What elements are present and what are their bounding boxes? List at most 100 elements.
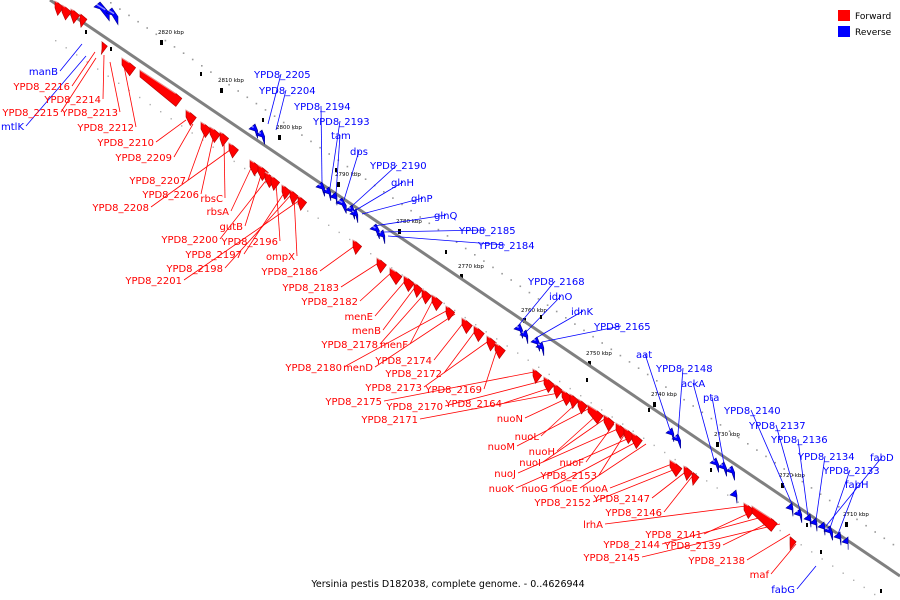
forward-gene-label-ypd8-2152[interactable]: YPD8_2152 — [533, 498, 591, 509]
forward-gene-label-rbsc[interactable]: rbsC — [200, 194, 223, 205]
forward-gene-feature[interactable] — [281, 184, 292, 201]
reverse-gene-label-mtlk[interactable]: mtlK — [1, 122, 24, 133]
forward-gene-label-ypd8-2207[interactable]: YPD8_2207 — [128, 176, 186, 187]
forward-gene-feature[interactable] — [577, 398, 588, 415]
reverse-gene-feature[interactable] — [322, 186, 332, 201]
reverse-gene-label-ypd8-2148[interactable]: YPD8_2148 — [655, 364, 713, 375]
reverse-gene-label-idnk[interactable]: idnK — [571, 307, 593, 318]
reverse-gene-label-ypd8-2185[interactable]: YPD8_2185 — [458, 226, 516, 237]
reverse-gene-feature[interactable] — [793, 508, 803, 523]
forward-gene-label-mene[interactable]: menE — [344, 312, 373, 323]
reverse-gene-feature[interactable] — [93, 1, 110, 22]
reverse-gene-label-ypd8-2193[interactable]: YPD8_2193 — [312, 117, 370, 128]
forward-gene-feature[interactable] — [473, 325, 485, 343]
forward-gene-label-ypd8-2169[interactable]: YPD8_2169 — [424, 385, 482, 396]
forward-gene-label-ypd8-2183[interactable]: YPD8_2183 — [281, 283, 339, 294]
forward-gene-feature[interactable] — [561, 389, 573, 407]
forward-gene-label-menb[interactable]: menB — [352, 326, 381, 337]
forward-gene-label-ypd8-2173[interactable]: YPD8_2173 — [364, 383, 422, 394]
reverse-gene-label-ypd8-2190[interactable]: YPD8_2190 — [369, 161, 427, 172]
reverse-gene-label-manb[interactable]: manB — [29, 67, 58, 78]
forward-gene-label-ypd8-2147[interactable]: YPD8_2147 — [592, 494, 650, 505]
forward-gene-label-nuom[interactable]: nuoM — [488, 442, 515, 453]
forward-gene-feature[interactable] — [743, 502, 755, 520]
reverse-gene-label-fabg[interactable]: fabG — [771, 585, 795, 596]
forward-gene-label-ypd8-2175[interactable]: YPD8_2175 — [324, 397, 382, 408]
reverse-gene-label-glnh[interactable]: glnH — [391, 178, 414, 189]
reverse-gene-feature[interactable] — [785, 502, 794, 517]
forward-gene-feature[interactable] — [54, 0, 65, 17]
reverse-gene-label-dps[interactable]: dps — [350, 147, 368, 158]
forward-gene-feature[interactable] — [209, 126, 221, 144]
reverse-gene-label-ypd8-2140[interactable]: YPD8_2140 — [723, 406, 781, 417]
reverse-gene-feature[interactable] — [841, 536, 849, 550]
forward-gene-label-ypd8-2213[interactable]: YPD8_2213 — [60, 108, 118, 119]
forward-gene-label-ypd8-2200[interactable]: YPD8_2200 — [160, 235, 218, 246]
forward-gene-feature[interactable] — [352, 239, 363, 256]
reverse-gene-label-ypd8-2134[interactable]: YPD8_2134 — [797, 452, 855, 463]
forward-gene-label-nuof[interactable]: nuoF — [559, 458, 584, 469]
forward-gene-label-ypd8-2186[interactable]: YPD8_2186 — [260, 267, 318, 278]
forward-gene-feature[interactable] — [421, 288, 432, 305]
forward-gene-feature[interactable] — [615, 422, 627, 440]
reverse-gene-label-ypd8-2194[interactable]: YPD8_2194 — [293, 102, 351, 113]
forward-gene-feature[interactable] — [228, 142, 239, 159]
forward-gene-label-gutb[interactable]: gutB — [220, 222, 244, 233]
reverse-gene-feature[interactable] — [335, 197, 347, 214]
reverse-gene-feature[interactable] — [717, 461, 727, 477]
forward-gene-label-ypd8-2144[interactable]: YPD8_2144 — [602, 540, 660, 551]
forward-gene-feature[interactable] — [587, 404, 604, 425]
forward-gene-feature[interactable] — [70, 8, 81, 25]
reverse-gene-feature[interactable] — [255, 129, 265, 145]
forward-gene-label-nuog[interactable]: nuoG — [521, 484, 548, 495]
forward-gene-label-ypd8-2153[interactable]: YPD8_2153 — [539, 471, 597, 482]
forward-gene-feature[interactable] — [751, 505, 778, 532]
reverse-gene-label-ypd8-2137[interactable]: YPD8_2137 — [748, 421, 806, 432]
forward-gene-feature[interactable] — [61, 4, 72, 21]
forward-gene-label-ypd8-2209[interactable]: YPD8_2209 — [114, 153, 172, 164]
forward-gene-label-ypd8-2174[interactable]: YPD8_2174 — [374, 356, 432, 367]
reverse-gene-feature[interactable] — [823, 525, 833, 541]
reverse-gene-label-ypd8-2136[interactable]: YPD8_2136 — [770, 435, 828, 446]
forward-gene-label-ypd8-2198[interactable]: YPD8_2198 — [165, 264, 223, 275]
forward-gene-feature[interactable] — [100, 40, 108, 56]
forward-gene-feature[interactable] — [669, 459, 683, 478]
reverse-gene-feature[interactable] — [665, 427, 675, 442]
reverse-gene-feature[interactable] — [349, 208, 359, 223]
forward-gene-label-ypd8-2172[interactable]: YPD8_2172 — [384, 369, 442, 380]
forward-gene-label-nuoi[interactable]: nuoI — [519, 458, 541, 469]
reverse-gene-feature[interactable] — [513, 323, 523, 339]
forward-gene-feature[interactable] — [461, 317, 473, 335]
forward-gene-label-ypd8-2206[interactable]: YPD8_2206 — [141, 190, 199, 201]
reverse-gene-label-pta[interactable]: pta — [703, 393, 719, 404]
forward-gene-label-ompx[interactable]: ompX — [266, 252, 295, 263]
forward-gene-feature[interactable] — [603, 414, 615, 432]
forward-gene-label-ypd8-2196[interactable]: YPD8_2196 — [220, 237, 278, 248]
reverse-gene-feature[interactable] — [376, 229, 386, 244]
forward-gene-feature[interactable] — [79, 13, 88, 29]
reverse-gene-feature[interactable] — [725, 465, 735, 481]
forward-gene-label-ypd8-2138[interactable]: YPD8_2138 — [687, 556, 745, 567]
forward-gene-label-ypd8-2208[interactable]: YPD8_2208 — [91, 203, 149, 214]
forward-gene-feature[interactable] — [403, 275, 415, 293]
forward-gene-label-nuoj[interactable]: nuoJ — [494, 469, 516, 480]
forward-gene-label-ypd8-2182[interactable]: YPD8_2182 — [300, 297, 358, 308]
forward-gene-label-ypd8-2180[interactable]: YPD8_2180 — [284, 363, 342, 374]
forward-gene-feature[interactable] — [532, 368, 543, 385]
forward-gene-label-nuok[interactable]: nuoK — [489, 484, 515, 495]
reverse-gene-feature[interactable] — [729, 489, 738, 504]
forward-gene-feature[interactable] — [249, 159, 261, 177]
forward-gene-feature[interactable] — [543, 376, 555, 394]
forward-gene-feature[interactable] — [683, 465, 694, 482]
forward-gene-feature[interactable] — [486, 335, 497, 352]
forward-gene-label-menf[interactable]: menF — [380, 340, 408, 351]
forward-gene-label-ypd8-2170[interactable]: YPD8_2170 — [385, 402, 443, 413]
forward-gene-label-ypd8-2216[interactable]: YPD8_2216 — [12, 82, 70, 93]
forward-gene-feature[interactable] — [289, 189, 300, 206]
reverse-gene-feature[interactable] — [817, 521, 826, 536]
reverse-gene-feature[interactable] — [105, 7, 119, 26]
forward-gene-label-maf[interactable]: maf — [750, 570, 770, 581]
forward-gene-feature[interactable] — [691, 471, 700, 487]
forward-gene-feature[interactable] — [631, 432, 643, 450]
forward-gene-label-ypd8-2164[interactable]: YPD8_2164 — [444, 399, 502, 410]
